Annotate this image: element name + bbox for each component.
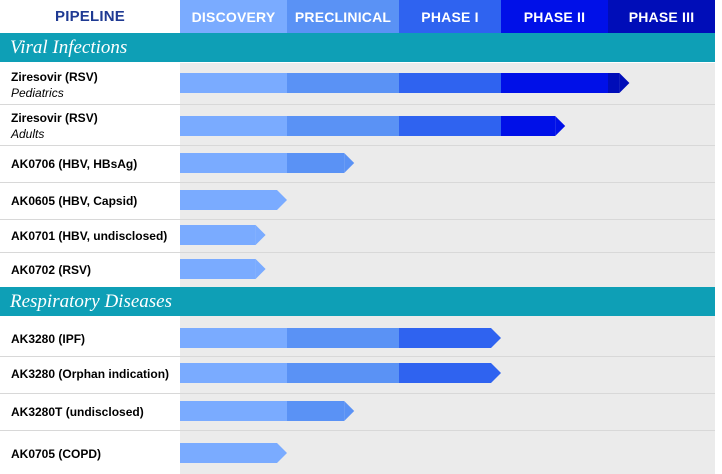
row-band [180, 220, 715, 252]
pipeline-bar [180, 443, 287, 463]
program-subtitle: Adults [11, 127, 45, 141]
bar-arrow-tip [277, 190, 287, 210]
pipeline-header: PIPELINE DISCOVERY PRECLINICAL PHASE I P… [0, 0, 722, 33]
bar-segment [287, 363, 399, 383]
program-label: AK3280T (undisclosed) [11, 405, 144, 419]
pipeline-bar [180, 116, 566, 136]
program-label: AK0705 (COPD) [11, 447, 102, 461]
bar-arrow-tip [344, 401, 355, 421]
program-label: Ziresovir (RSV) Pediatrics [11, 70, 98, 100]
pipeline-title: PIPELINE [0, 0, 180, 33]
program-name: Ziresovir (RSV) [11, 70, 98, 84]
bar-segment [608, 73, 620, 93]
pipeline-bar [180, 401, 355, 421]
pipeline-bar [180, 328, 501, 348]
row-divider [0, 145, 715, 146]
bar-segment [180, 73, 287, 93]
bar-arrow-tip [255, 225, 266, 245]
bar-segment [399, 73, 501, 93]
bar-arrow-tip [255, 259, 266, 279]
program-subtitle: Pediatrics [11, 86, 64, 100]
row-divider [0, 182, 715, 183]
pipeline-bar [180, 73, 630, 93]
bar-segment [180, 363, 287, 383]
bar-segment [287, 401, 345, 421]
section-respiratory-diseases: Respiratory Diseases [0, 287, 715, 316]
stage-header-phase-3: PHASE III [608, 0, 715, 33]
bar-segment [180, 401, 287, 421]
bar-arrow-tip [344, 153, 355, 173]
program-label: AK0605 (HBV, Capsid) [11, 194, 138, 208]
bar-arrow-tip [277, 443, 287, 463]
stage-header-discovery: DISCOVERY [180, 0, 287, 33]
bar-segment [501, 73, 608, 93]
row-divider [0, 104, 715, 105]
bar-segment [287, 73, 399, 93]
bar-segment [501, 116, 556, 136]
row-divider [0, 430, 715, 431]
bar-segment [180, 328, 287, 348]
pipeline-bar [180, 153, 355, 173]
row-band [180, 253, 715, 287]
row-divider [0, 393, 715, 394]
bar-segment [180, 153, 287, 173]
bar-segment [287, 153, 345, 173]
bar-arrow-tip [491, 328, 501, 348]
bar-segment [399, 363, 491, 383]
bar-segment [180, 190, 277, 210]
program-label: AK0702 (RSV) [11, 263, 92, 277]
bar-segment [399, 328, 491, 348]
bar-segment [180, 259, 256, 279]
bar-segment [287, 116, 399, 136]
pipeline-bar [180, 190, 287, 210]
program-label: AK0706 (HBV, HBsAg) [11, 157, 138, 171]
bar-segment [180, 225, 256, 245]
program-label: Ziresovir (RSV) Adults [11, 111, 98, 141]
program-name: Ziresovir (RSV) [11, 111, 98, 125]
row-divider [0, 356, 715, 357]
program-label: AK3280 (Orphan indication) [11, 367, 170, 381]
bar-arrow-tip [619, 73, 630, 93]
bar-segment [399, 116, 501, 136]
bar-arrow-tip [491, 363, 501, 383]
section-viral-infections: Viral Infections [0, 33, 715, 62]
stage-header-preclinical: PRECLINICAL [287, 0, 399, 33]
bar-arrow-tip [555, 116, 566, 136]
bar-segment [287, 328, 399, 348]
program-label: AK3280 (IPF) [11, 332, 86, 346]
program-label: AK0701 (HBV, undisclosed) [11, 229, 168, 243]
pipeline-bar [180, 363, 501, 383]
bar-segment [180, 116, 287, 136]
stage-header-phase-1: PHASE I [399, 0, 501, 33]
row-divider [0, 252, 715, 253]
row-divider [0, 219, 715, 220]
pipeline-bar [180, 259, 266, 279]
stage-header-phase-2: PHASE II [501, 0, 608, 33]
pipeline-bar [180, 225, 266, 245]
bar-segment [180, 443, 277, 463]
